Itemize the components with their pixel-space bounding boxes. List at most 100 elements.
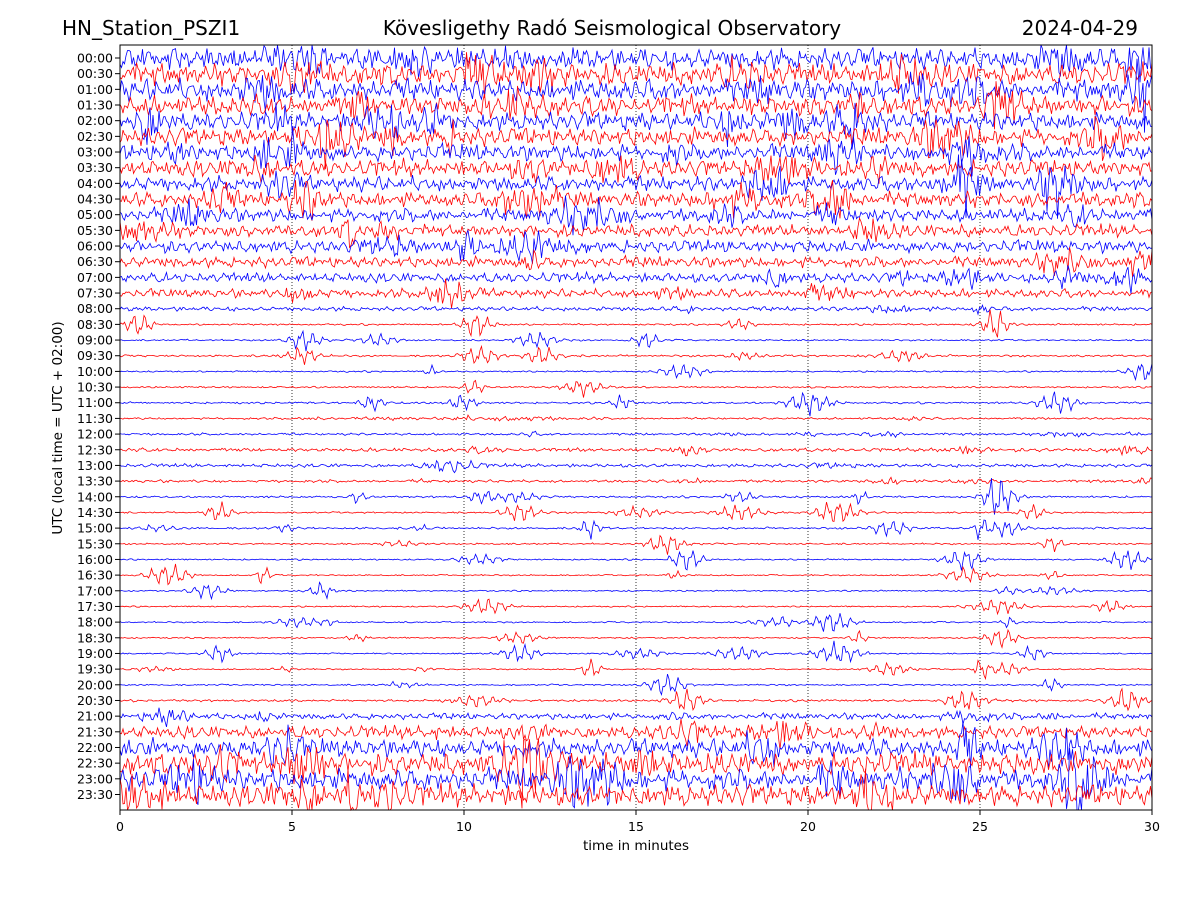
- chart-title: Kövesligethy Radó Seismological Observat…: [383, 16, 841, 40]
- trace-0900: [119, 329, 1153, 352]
- date-label: 2024-04-29: [1022, 16, 1138, 40]
- plot-frame: [119, 44, 1153, 811]
- trace-1430: [120, 501, 1153, 523]
- y-tick-label: 00:00: [77, 51, 113, 66]
- trace-2130: [119, 718, 1153, 750]
- trace-0430: [119, 180, 1153, 221]
- trace-0000: [119, 44, 1153, 83]
- y-tick-label: 14:00: [77, 489, 113, 504]
- trace-0230: [119, 115, 1153, 170]
- trace-2030: [119, 687, 1153, 712]
- trace-0730: [119, 278, 1153, 309]
- vertical-gridlines: [291, 45, 981, 810]
- station-name: HN_Station_PSZI1: [62, 16, 240, 40]
- trace-1530: [119, 534, 1153, 555]
- y-tick-label: 17:00: [77, 583, 113, 598]
- y-tick-label: 21:30: [77, 724, 113, 739]
- x-tick-label-10: 10: [456, 819, 472, 834]
- trace-1630: [120, 563, 1152, 586]
- trace-0500: [119, 195, 1153, 236]
- y-tick-label: 19:30: [77, 662, 113, 677]
- trace-1900: [119, 640, 1153, 664]
- y-tick-label: 16:30: [77, 568, 113, 583]
- y-tick-label: 20:00: [77, 677, 113, 692]
- trace-1500: [119, 519, 1153, 540]
- y-tick-label: 05:00: [77, 207, 113, 222]
- trace-0300: [119, 126, 1153, 177]
- y-tick-label: 18:30: [77, 630, 113, 645]
- trace-0130: [119, 81, 1153, 130]
- y-tick-label: 22:30: [77, 756, 113, 771]
- y-tick-label: 06:30: [77, 254, 113, 269]
- trace-0830: [119, 309, 1153, 338]
- y-tick-label: 09:30: [77, 348, 113, 363]
- y-tick-label: 19:00: [77, 646, 113, 661]
- x-tick-label-25: 25: [972, 819, 988, 834]
- x-tick-label-20: 20: [800, 819, 816, 834]
- y-tick-label: 06:00: [77, 239, 113, 254]
- y-tick-label: 11:30: [77, 411, 113, 426]
- y-tick-label: 13:30: [77, 474, 113, 489]
- trace-0800: [119, 304, 1153, 316]
- y-tick-label: 09:00: [77, 333, 113, 348]
- y-tick-label: 22:00: [77, 740, 113, 755]
- x-tick-label-0: 0: [116, 819, 124, 834]
- y-axis-label: UTC (local time = UTC + 02:00): [50, 321, 66, 534]
- y-tick-label: 00:30: [77, 66, 113, 81]
- trace-0700: [119, 265, 1153, 294]
- trace-1330: [119, 476, 1153, 486]
- trace-1030: [119, 379, 1153, 398]
- y-tick-label: 07:30: [77, 286, 113, 301]
- y-tick-label: 15:00: [77, 521, 113, 536]
- trace-0330: [119, 154, 1153, 185]
- trace-group: [119, 44, 1153, 812]
- y-tick-label: 18:00: [77, 615, 113, 630]
- trace-1700: [119, 581, 1153, 601]
- y-tick-label: 12:30: [77, 442, 113, 457]
- y-tick-label: 14:30: [77, 505, 113, 520]
- y-tick-label: 01:30: [77, 98, 113, 113]
- y-tick-label: 08:30: [77, 317, 113, 332]
- y-tick-label: 23:00: [77, 771, 113, 786]
- y-tick-label: 05:30: [77, 223, 113, 238]
- y-tick-label: 16:00: [77, 552, 113, 567]
- trace-1730: [119, 598, 1153, 616]
- trace-0400: [119, 154, 1153, 219]
- trace-1000: [119, 363, 1153, 382]
- trace-1830: [119, 628, 1153, 649]
- trace-0600: [119, 229, 1153, 264]
- x-tick-labels: 0 5 10 15 20 25 30: [116, 810, 1160, 834]
- y-tick-label: 03:00: [77, 145, 113, 160]
- y-tick-label: 23:30: [77, 787, 113, 802]
- y-tick-label: 02:30: [77, 129, 113, 144]
- trace-1400: [119, 478, 1153, 515]
- trace-1200: [119, 430, 1153, 439]
- y-tick-label: 01:00: [77, 82, 113, 97]
- y-tick-label: 02:00: [77, 113, 113, 128]
- trace-1800: [119, 613, 1153, 632]
- trace-2300: [119, 748, 1153, 811]
- trace-1130: [120, 414, 1152, 422]
- y-tick-label: 13:00: [77, 458, 113, 473]
- x-axis-label: time in minutes: [583, 838, 689, 854]
- trace-2200: [119, 721, 1153, 768]
- trace-1930: [119, 658, 1153, 681]
- y-tick-label: 03:30: [77, 160, 113, 175]
- trace-2100: [119, 707, 1153, 728]
- y-tick-label: 17:30: [77, 599, 113, 614]
- trace-1300: [119, 459, 1153, 474]
- y-tick-label: 08:00: [77, 301, 113, 316]
- x-tick-label-5: 5: [288, 819, 296, 834]
- x-tick-label-15: 15: [628, 819, 644, 834]
- trace-0630: [119, 247, 1153, 278]
- y-tick-label: 20:30: [77, 693, 113, 708]
- y-tick-label: 15:30: [77, 536, 113, 551]
- y-tick-label: 21:00: [77, 709, 113, 724]
- y-tick-label: 12:00: [77, 427, 113, 442]
- y-tick-label: 10:00: [77, 364, 113, 379]
- trace-0530: [119, 216, 1153, 249]
- trace-1600: [119, 550, 1153, 571]
- y-tick-label: 04:30: [77, 192, 113, 207]
- y-tick-label: 04:00: [77, 176, 113, 191]
- trace-2330: [119, 768, 1153, 812]
